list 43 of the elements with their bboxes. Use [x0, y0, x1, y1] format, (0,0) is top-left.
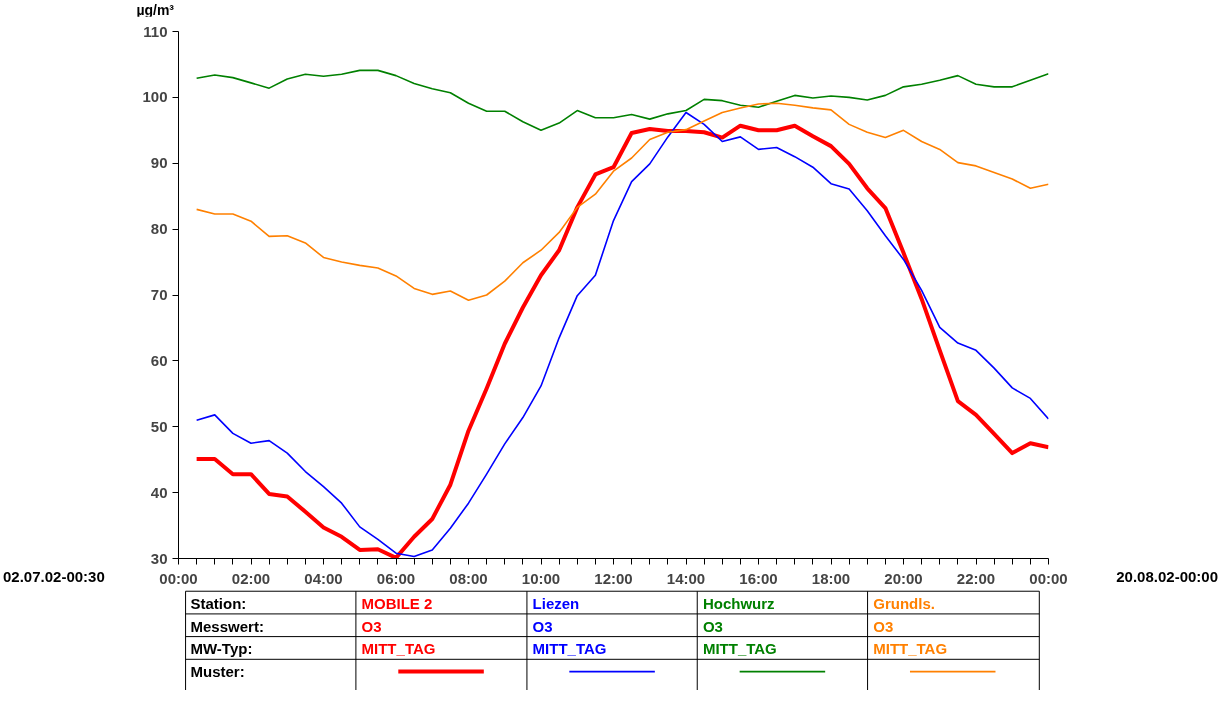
text: MITT_TAG — [532, 640, 607, 658]
y-tick-label: 50 — [150, 417, 168, 435]
text: MITT_TAG — [702, 640, 777, 658]
y-tick-label: 90 — [150, 154, 168, 172]
text: MW-Typ: — [190, 640, 253, 658]
text: Liezen — [532, 595, 580, 613]
text: O3 — [702, 617, 723, 635]
x-tick-label: 12:00 — [594, 569, 633, 587]
y-tick-label: 40 — [150, 483, 168, 501]
y-tick-label: 60 — [150, 351, 168, 369]
x-tick-label: 00:00 — [1029, 569, 1068, 587]
text: O3 — [873, 617, 894, 635]
line-series — [195, 69, 1049, 132]
text: 20.08.02-00:00 — [1116, 567, 1218, 587]
x-tick-label: 06:00 — [376, 569, 416, 587]
text: Grundls. — [873, 595, 935, 613]
x-tick-label: 22:00 — [956, 569, 996, 587]
text: Muster: — [190, 663, 245, 681]
y-tick-label: 110 — [143, 22, 168, 40]
text: Hochwurz — [702, 595, 775, 613]
text: 02.07.02-00:30 — [3, 567, 105, 587]
x-tick-label: 04:00 — [304, 569, 343, 587]
y-axis-title: µg/m³ — [136, 1, 174, 20]
x-tick-label: 10:00 — [521, 569, 561, 587]
text: Station: — [190, 595, 247, 613]
x-tick-label: 18:00 — [811, 569, 851, 587]
y-tick-label: 80 — [150, 220, 168, 238]
x-tick-label: 02:00 — [231, 569, 271, 587]
line-series — [195, 102, 1049, 302]
x-tick-label: 20:00 — [884, 569, 923, 587]
text: O3 — [361, 617, 382, 635]
y-tick-label: 100 — [142, 88, 168, 106]
x-tick-label: 00:00 — [159, 569, 198, 587]
text: Messwert: — [190, 617, 264, 635]
text: MITT_TAG — [873, 640, 948, 658]
x-tick-label: 14:00 — [666, 569, 706, 587]
y-tick-label: 30 — [150, 549, 168, 567]
x-tick-label: 08:00 — [449, 569, 488, 587]
y-tick-label: 70 — [150, 286, 168, 303]
text: O3 — [532, 617, 553, 635]
text: MOBILE 2 — [361, 595, 433, 613]
x-tick-label: 16:00 — [739, 569, 778, 587]
text: MITT_TAG — [361, 640, 436, 658]
